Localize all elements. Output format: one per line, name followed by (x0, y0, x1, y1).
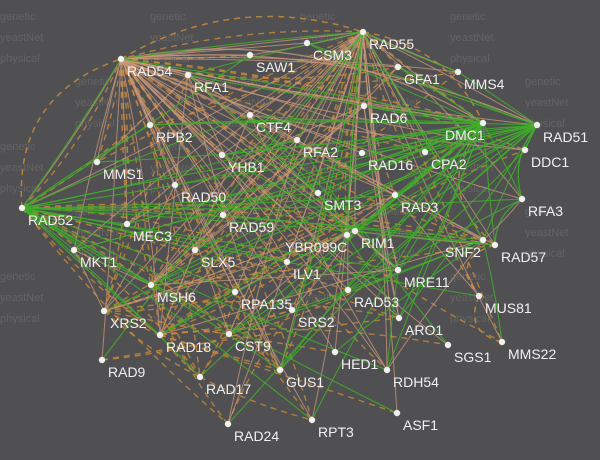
svg-text:physical: physical (0, 313, 40, 325)
svg-text:genetic: genetic (0, 271, 36, 283)
svg-text:MRE11: MRE11 (404, 274, 450, 290)
svg-text:genetic: genetic (0, 141, 36, 153)
svg-text:RDH54: RDH54 (393, 374, 439, 390)
svg-text:RAD3: RAD3 (401, 199, 439, 215)
svg-text:MMS4: MMS4 (464, 76, 505, 92)
svg-text:GFA1: GFA1 (404, 71, 440, 87)
svg-text:SRS2: SRS2 (298, 314, 335, 330)
svg-text:RIM1: RIM1 (361, 235, 395, 251)
svg-text:SGS1: SGS1 (454, 349, 492, 365)
svg-text:RAD9: RAD9 (108, 364, 146, 380)
svg-text:yeastNet: yeastNet (0, 292, 43, 304)
svg-text:RAD59: RAD59 (229, 219, 274, 235)
svg-text:RFA3: RFA3 (528, 203, 563, 219)
svg-text:YBR099C: YBR099C (285, 239, 347, 255)
svg-text:GUS1: GUS1 (286, 374, 324, 390)
svg-text:SLX5: SLX5 (201, 254, 235, 270)
svg-text:yeastNet: yeastNet (525, 227, 568, 239)
svg-text:genetic: genetic (300, 11, 336, 23)
svg-text:RFA1: RFA1 (194, 79, 229, 95)
svg-text:RAD18: RAD18 (166, 339, 211, 355)
svg-text:MUS81: MUS81 (485, 300, 532, 316)
svg-text:DDC1: DDC1 (531, 154, 569, 170)
svg-text:physical: physical (0, 53, 40, 65)
svg-text:physical: physical (450, 53, 490, 65)
svg-text:CSM3: CSM3 (313, 47, 352, 63)
svg-text:RAD54: RAD54 (127, 63, 172, 79)
svg-text:DMC1: DMC1 (445, 127, 485, 143)
svg-text:RAD53: RAD53 (354, 294, 399, 310)
svg-text:ILV1: ILV1 (293, 266, 321, 282)
svg-text:MEC3: MEC3 (133, 228, 172, 244)
svg-text:RAD51: RAD51 (543, 129, 588, 145)
svg-text:RAD52: RAD52 (28, 212, 73, 228)
svg-text:MMS22: MMS22 (508, 346, 556, 362)
svg-text:SAW1: SAW1 (256, 59, 295, 75)
svg-text:RAD55: RAD55 (369, 36, 414, 52)
svg-text:genetic: genetic (525, 76, 561, 88)
svg-text:genetic: genetic (450, 11, 486, 23)
svg-text:MKT1: MKT1 (80, 254, 118, 270)
svg-text:physical: physical (450, 313, 490, 325)
svg-text:ASF1: ASF1 (403, 417, 438, 433)
svg-text:CPA2: CPA2 (431, 156, 467, 172)
svg-text:ARO1: ARO1 (405, 322, 443, 338)
svg-text:RAD50: RAD50 (181, 189, 226, 205)
svg-text:YHB1: YHB1 (228, 159, 265, 175)
svg-text:RAD57: RAD57 (501, 249, 546, 265)
svg-text:HED1: HED1 (341, 356, 379, 372)
svg-text:RFA2: RFA2 (303, 144, 338, 160)
svg-text:XRS2: XRS2 (110, 315, 147, 331)
svg-text:SNF2: SNF2 (445, 244, 481, 260)
svg-text:RAD16: RAD16 (368, 157, 413, 173)
svg-text:genetic: genetic (0, 11, 36, 23)
svg-text:yeastNet: yeastNet (525, 97, 568, 109)
svg-text:yeastNet: yeastNet (450, 32, 493, 44)
svg-text:RPB2: RPB2 (156, 129, 193, 145)
svg-text:RPA135: RPA135 (241, 296, 292, 312)
svg-text:SMT3: SMT3 (324, 197, 362, 213)
svg-text:genetic: genetic (150, 11, 186, 23)
svg-text:RAD24: RAD24 (234, 428, 279, 444)
svg-text:CTF4: CTF4 (256, 119, 291, 135)
svg-text:RPT3: RPT3 (318, 424, 354, 440)
svg-text:MSH6: MSH6 (157, 289, 196, 305)
svg-text:RAD6: RAD6 (370, 110, 408, 126)
svg-text:CST9: CST9 (235, 338, 271, 354)
svg-text:RAD17: RAD17 (206, 381, 251, 397)
svg-text:yeastNet: yeastNet (0, 32, 43, 44)
svg-text:MMS1: MMS1 (103, 166, 144, 182)
